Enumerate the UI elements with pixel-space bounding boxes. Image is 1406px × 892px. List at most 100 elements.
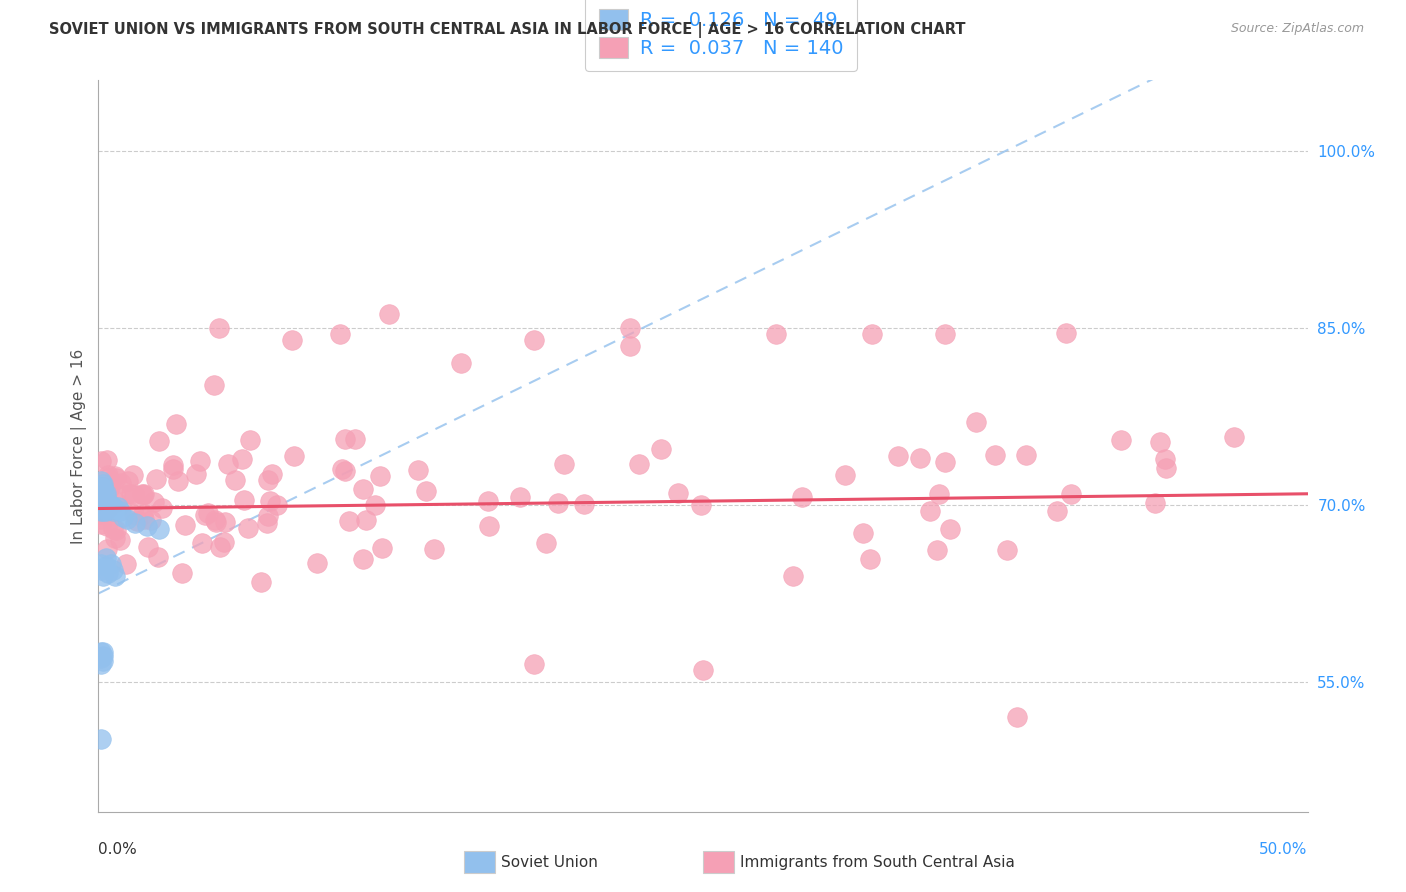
Point xyxy=(364,498,387,512)
Text: Soviet Union: Soviet Union xyxy=(501,855,598,870)
Point xyxy=(553,457,575,471)
Point xyxy=(1109,433,1132,447)
Point xyxy=(131,507,153,521)
Point xyxy=(94,498,117,512)
Point xyxy=(202,378,225,392)
Point xyxy=(184,467,207,481)
Point xyxy=(138,540,160,554)
Point xyxy=(1154,461,1177,475)
Point xyxy=(834,468,856,483)
Point xyxy=(101,522,124,536)
Point xyxy=(104,501,127,516)
Point xyxy=(859,552,882,566)
Point xyxy=(110,476,132,491)
Point xyxy=(91,498,114,512)
Point xyxy=(191,536,214,550)
Point xyxy=(190,454,212,468)
Point xyxy=(692,663,714,677)
Point xyxy=(939,522,962,536)
Point xyxy=(377,307,399,321)
Point xyxy=(208,540,231,554)
Text: Immigrants from South Central Asia: Immigrants from South Central Asia xyxy=(740,855,1015,870)
Point xyxy=(236,521,259,535)
Point xyxy=(1223,430,1246,444)
Point xyxy=(93,504,115,518)
Point xyxy=(333,432,356,446)
Point xyxy=(97,483,120,497)
Point xyxy=(91,645,114,659)
Point xyxy=(90,499,112,513)
Point xyxy=(167,474,190,488)
Point xyxy=(125,514,148,528)
Point xyxy=(1149,435,1171,450)
Point xyxy=(148,434,170,448)
Point xyxy=(90,498,112,512)
Point xyxy=(90,657,112,672)
Point xyxy=(94,501,117,516)
Point xyxy=(162,461,184,475)
Point xyxy=(91,500,114,515)
Point xyxy=(108,504,131,518)
Y-axis label: In Labor Force | Age > 16: In Labor Force | Age > 16 xyxy=(72,349,87,543)
Point xyxy=(250,575,273,590)
Point xyxy=(90,475,112,489)
Point xyxy=(90,645,112,659)
Point xyxy=(572,497,595,511)
Point xyxy=(356,513,378,527)
Point xyxy=(194,508,217,522)
Point xyxy=(983,448,1005,462)
Point xyxy=(860,326,883,341)
Point xyxy=(100,557,122,571)
Point xyxy=(650,442,672,456)
Point xyxy=(101,563,124,577)
Point xyxy=(97,500,120,515)
Point xyxy=(91,568,114,582)
Point xyxy=(204,515,226,529)
Text: SOVIET UNION VS IMMIGRANTS FROM SOUTH CENTRAL ASIA IN LABOR FORCE | AGE > 16 COR: SOVIET UNION VS IMMIGRANTS FROM SOUTH CE… xyxy=(49,22,966,38)
Point xyxy=(224,473,246,487)
Point xyxy=(132,487,155,501)
Point xyxy=(281,333,304,347)
Point xyxy=(150,501,173,516)
Point xyxy=(536,536,558,550)
Point xyxy=(329,326,352,341)
Point xyxy=(406,463,429,477)
Point xyxy=(91,648,114,663)
Point xyxy=(132,488,155,502)
Point xyxy=(148,522,170,536)
Point xyxy=(145,472,167,486)
Legend: R =  0.126   N =  49, R =  0.037   N = 140: R = 0.126 N = 49, R = 0.037 N = 140 xyxy=(585,0,856,71)
Point xyxy=(1007,710,1029,724)
Point xyxy=(523,333,546,347)
Point xyxy=(333,465,356,479)
Point xyxy=(90,731,112,746)
Point xyxy=(920,504,942,518)
Point xyxy=(117,474,139,488)
Point xyxy=(257,509,280,524)
Point xyxy=(90,563,112,577)
Point xyxy=(690,498,713,512)
Point xyxy=(217,457,239,471)
Text: 0.0%: 0.0% xyxy=(98,842,138,857)
Point xyxy=(934,326,956,341)
Point xyxy=(97,566,120,581)
Point xyxy=(305,556,328,570)
Point xyxy=(208,321,231,335)
Point xyxy=(93,507,115,521)
Point xyxy=(162,458,184,472)
Point xyxy=(90,557,112,571)
Point xyxy=(233,492,256,507)
Point xyxy=(122,468,145,483)
Point xyxy=(239,433,262,447)
Point xyxy=(628,457,651,471)
Point xyxy=(1046,504,1069,518)
Point xyxy=(122,488,145,502)
Point xyxy=(143,495,166,509)
Point xyxy=(1054,326,1077,340)
Point xyxy=(450,356,472,370)
Point xyxy=(139,513,162,527)
Point xyxy=(523,657,546,672)
Point xyxy=(170,566,193,580)
Point xyxy=(146,549,169,564)
Point xyxy=(124,516,146,530)
